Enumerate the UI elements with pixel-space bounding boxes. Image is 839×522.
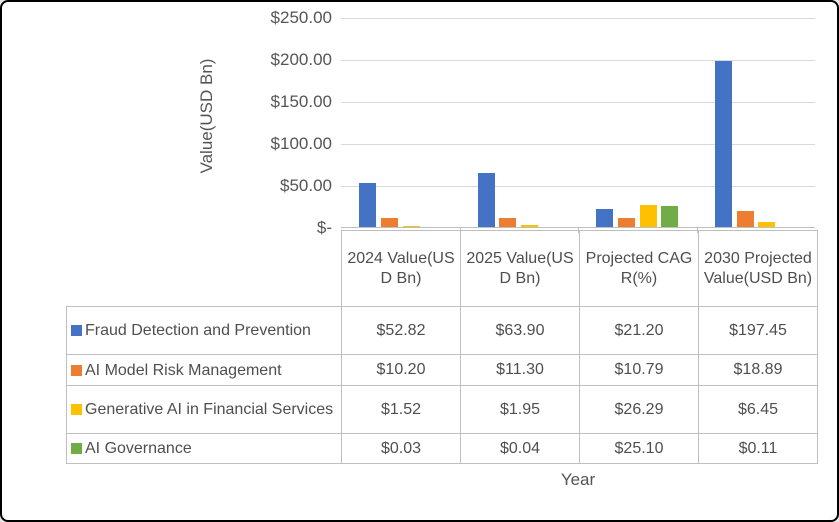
y-tick-label: $150.00: [270, 92, 332, 111]
gridline: [341, 186, 815, 187]
gridline: [341, 60, 815, 61]
table-row: AI Model Risk Management $10.20 $11.30 $…: [66, 354, 818, 386]
y-tick-label: $-: [316, 218, 332, 237]
bar-generative-ai-in-financial-services: [639, 205, 657, 227]
bar-generative-ai-in-financial-services: [521, 225, 539, 227]
bar-ai-model-risk-management: [381, 218, 398, 227]
legend-key-icon: [71, 443, 82, 454]
table-cell: $0.03: [341, 433, 461, 464]
table-cell: $18.89: [698, 354, 818, 386]
bar-fraud-detection-and-prevention: [714, 61, 732, 227]
legend-key-icon: [71, 325, 82, 336]
table-cell: $0.11: [698, 433, 818, 464]
table-cell: $25.10: [579, 433, 699, 464]
table-cell: $10.20: [341, 354, 461, 386]
x-axis-title: Year: [560, 470, 596, 489]
column-header: Projected CAGR(%): [579, 230, 699, 307]
table-cell: $11.30: [460, 354, 580, 386]
series-label: AI Governance: [85, 440, 192, 457]
table-cell: $197.45: [698, 306, 818, 355]
column-header: 2030 Projected Value(USD Bn): [698, 230, 818, 307]
table-cell: $10.79: [579, 354, 699, 386]
gridline: [341, 102, 815, 103]
bar-fraud-detection-and-prevention: [359, 183, 377, 227]
y-tick-label: $100.00: [270, 134, 332, 153]
bar-fraud-detection-and-prevention: [477, 173, 495, 227]
series-label: AI Model Risk Management: [85, 361, 282, 379]
legend-key-icon: [71, 364, 82, 376]
bar-generative-ai-in-financial-services: [758, 222, 776, 227]
table-cell: $52.82: [341, 306, 461, 355]
y-tick-label: $50.00: [280, 176, 332, 195]
data-table: 2024 Value(USD Bn) 2025 Value(USD Bn) Pr…: [66, 230, 818, 464]
table-cell: $1.95: [460, 385, 580, 434]
bar-ai-governance: [661, 206, 679, 227]
table-row: Generative AI in Financial Services $1.5…: [66, 385, 818, 434]
bar-ai-model-risk-management: [499, 218, 517, 227]
plot-area: [341, 18, 815, 233]
table-row: AI Governance $0.03 $0.04 $25.10 $0.11: [66, 433, 818, 464]
gridline: [341, 18, 815, 19]
series-label: Fraud Detection and Prevention: [85, 322, 311, 339]
table-header-row: 2024 Value(USD Bn) 2025 Value(USD Bn) Pr…: [67, 230, 818, 307]
gridline: [341, 144, 815, 145]
bar-fraud-detection-and-prevention: [596, 209, 614, 227]
legend-key-icon: [71, 404, 82, 415]
column-header: 2025 Value(USD Bn): [460, 230, 580, 307]
y-tick-label: $250.00: [270, 8, 332, 27]
table-corner-blank: [67, 231, 342, 307]
series-label: Generative AI in Financial Services: [85, 401, 334, 418]
table-cell: $0.04: [460, 433, 580, 464]
table-row: Fraud Detection and Prevention $52.82 $6…: [66, 306, 818, 355]
bar-ai-model-risk-management: [736, 211, 754, 227]
table-cell: $26.29: [579, 385, 699, 434]
table-cell: $1.52: [341, 385, 461, 434]
y-axis-title: Value(USD Bn): [197, 58, 216, 174]
table-cell: $21.20: [579, 306, 699, 355]
y-tick-label: $200.00: [270, 50, 332, 69]
bar-ai-model-risk-management: [617, 218, 635, 227]
table-cell: $6.45: [698, 385, 818, 434]
column-header: 2024 Value(USD Bn): [341, 230, 461, 307]
table-cell: $63.90: [460, 306, 580, 355]
bar-generative-ai-in-financial-services: [402, 226, 420, 227]
